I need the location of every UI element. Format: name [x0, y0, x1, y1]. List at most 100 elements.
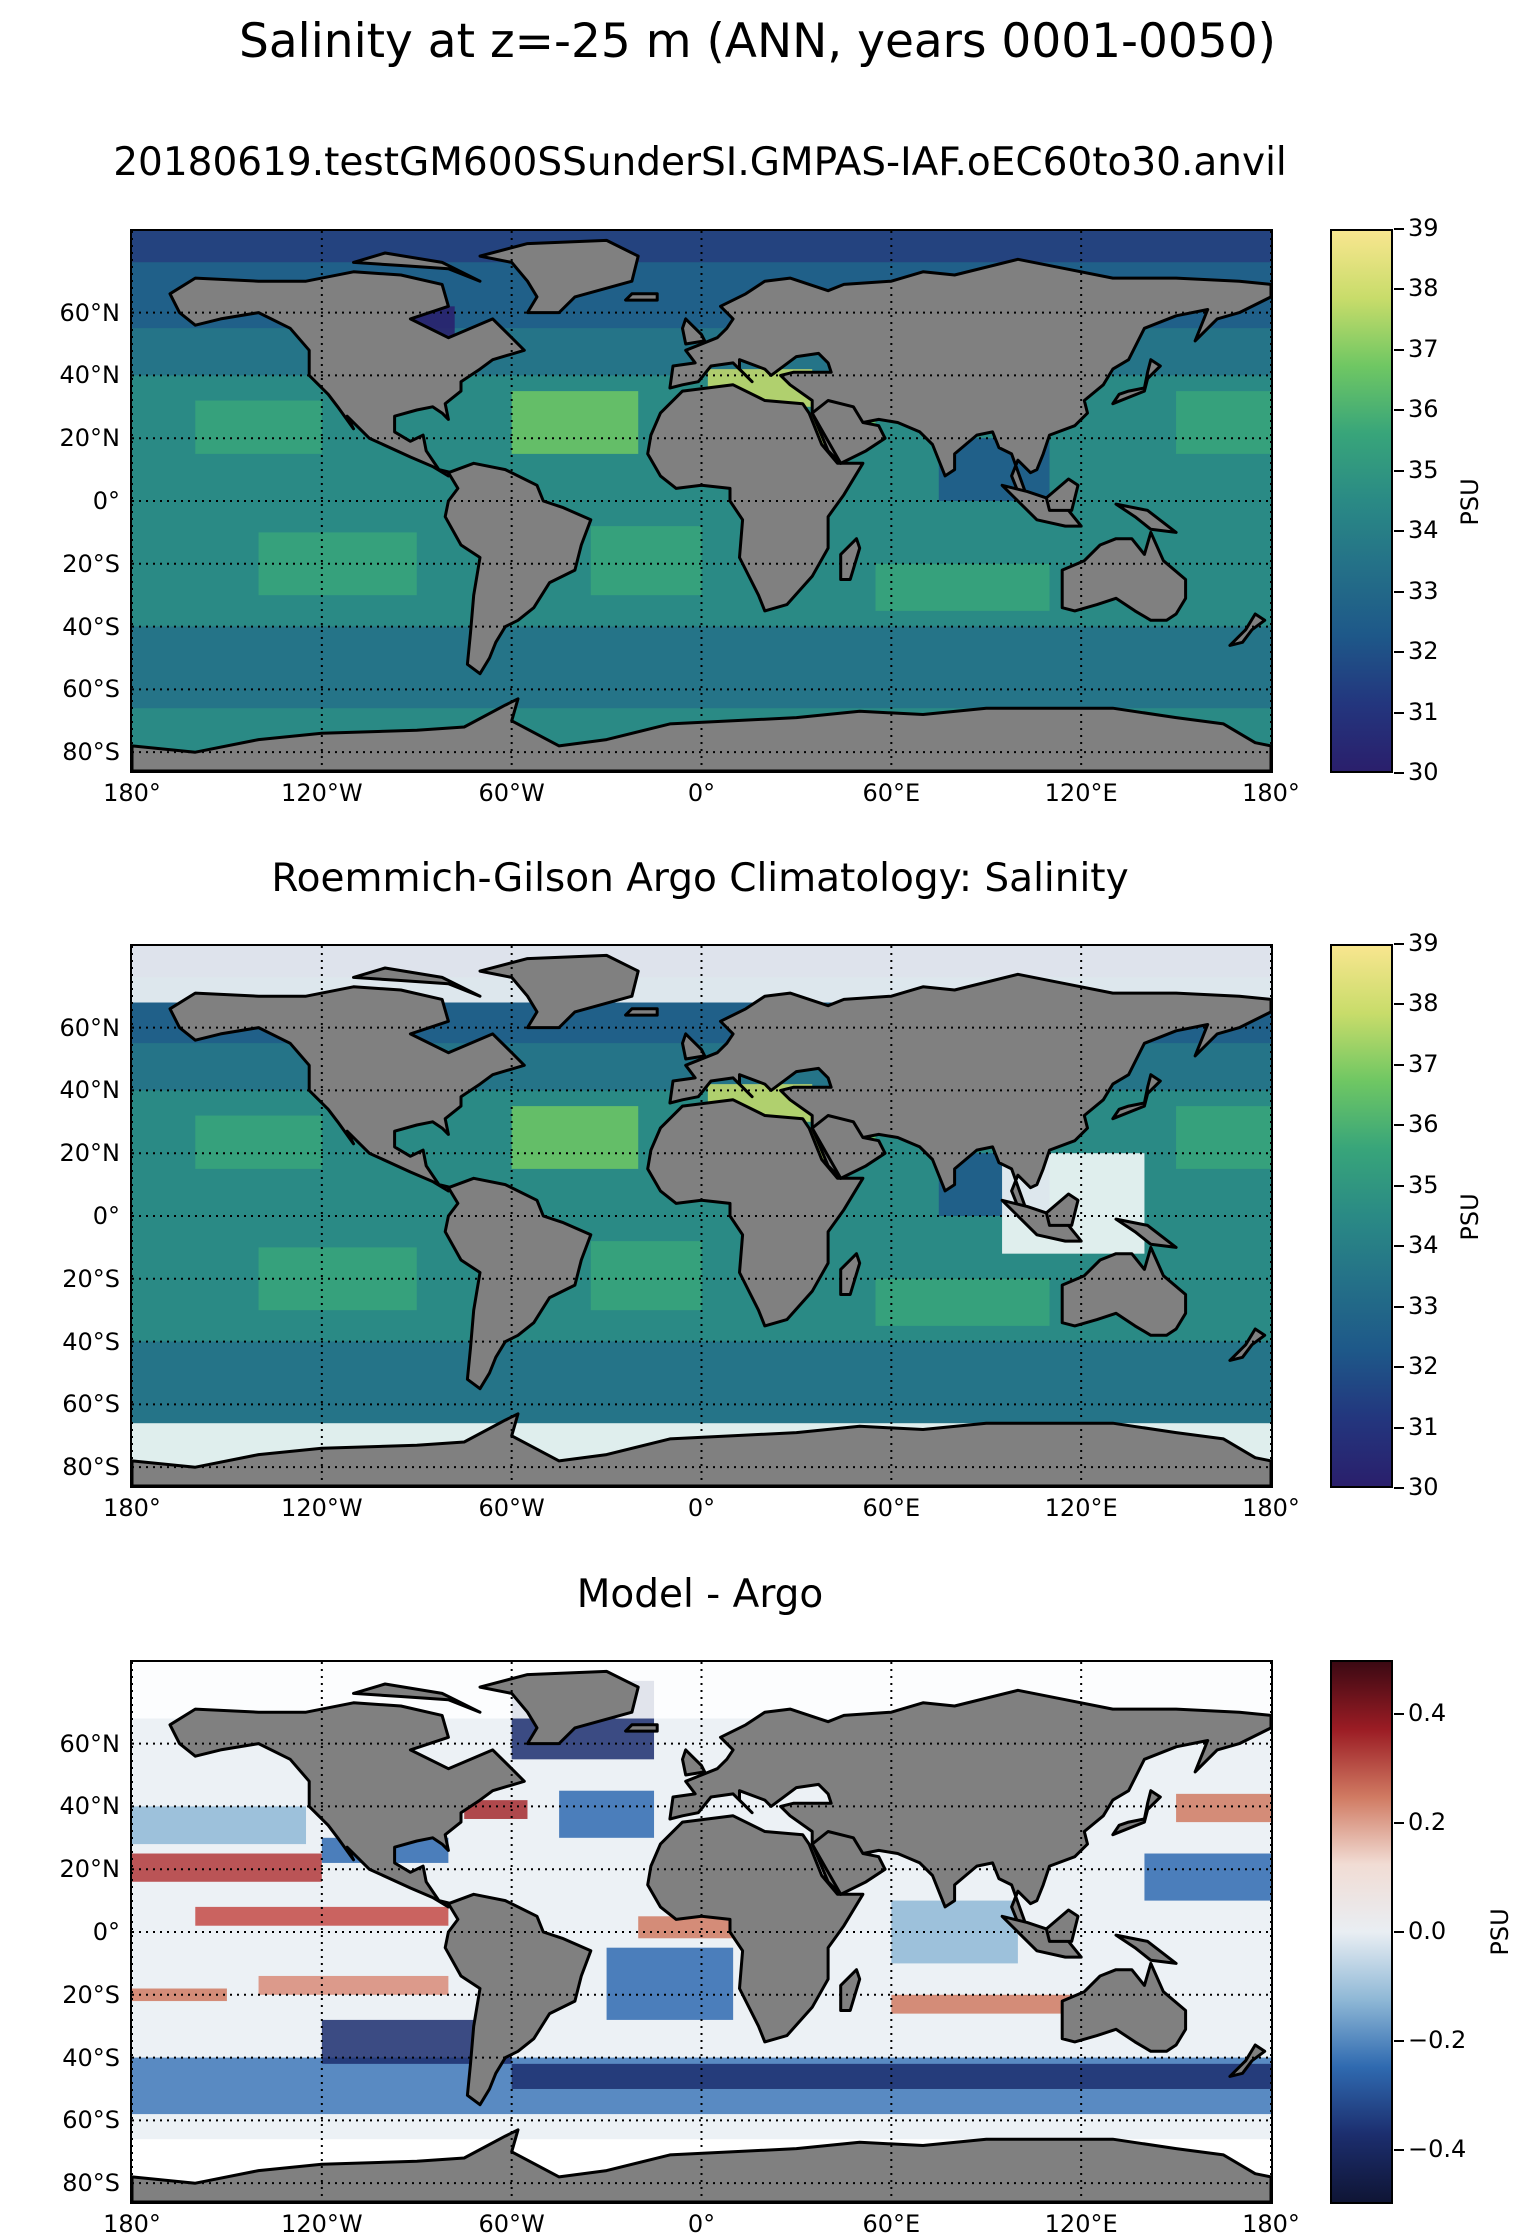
lon-tick-label: 60°E — [862, 2210, 921, 2238]
lat-tick-label: 60°N — [59, 298, 121, 327]
lat-tick-label: 20°S — [62, 549, 120, 578]
lon-tick-label: 60°E — [862, 779, 921, 807]
ocean-field-6 — [511, 391, 639, 454]
colorbar-tick-label: 39 — [1394, 214, 1439, 242]
ocean-field-8 — [875, 1278, 1050, 1326]
lon-tick-label: 120°W — [281, 779, 363, 807]
colorbar-tick-label: 32 — [1394, 1352, 1439, 1381]
lat-tick-label: 80°S — [62, 1453, 120, 1482]
colorbar-tick-label: 35 — [1394, 455, 1439, 484]
land-iceland — [624, 1723, 659, 1733]
colorbar-tick-label: 37 — [1394, 1049, 1439, 1078]
land-north-america — [168, 1701, 526, 1909]
colorbar-tick-label: 33 — [1394, 1291, 1439, 1320]
colorbar-tick-label: 39 — [1394, 929, 1439, 957]
lat-tick-label: 20°N — [59, 1855, 121, 1884]
land-iceland — [624, 292, 659, 302]
land-new-guinea — [1114, 1217, 1178, 1249]
land-new-guinea — [1114, 1933, 1178, 1965]
ocean-field-8 — [875, 563, 1050, 611]
ocean-field-15 — [1176, 1793, 1271, 1823]
lon-tick-label: 180° — [1242, 2210, 1300, 2238]
ocean-field-5 — [195, 1906, 449, 1926]
lon-tick-label: 180° — [103, 2210, 161, 2238]
lon-tick-label: 0° — [687, 2210, 716, 2238]
ocean-field-9 — [559, 1790, 655, 1838]
colorbar-tick-label: −0.2 — [1393, 2025, 1467, 2054]
lat-tick-label: 40°S — [62, 612, 120, 641]
lon-tick-label: 0° — [687, 779, 716, 807]
map-model — [130, 229, 1273, 773]
panel-title-diff: Model - Argo — [576, 1572, 824, 1617]
colorbar-label-diff: PSU — [1486, 1908, 1514, 1956]
land-australia — [1060, 530, 1188, 622]
ocean-field-13 — [606, 1947, 734, 2020]
land-iceland — [624, 1007, 659, 1017]
lon-tick-label: 60°W — [478, 1494, 545, 1522]
colorbar-tick-label: 37 — [1394, 334, 1439, 363]
land-uk — [681, 1032, 707, 1061]
lon-tick-label: 60°W — [478, 779, 545, 807]
lat-tick-label: 60°S — [62, 2106, 120, 2135]
colorbar-tick-label: 35 — [1394, 1170, 1439, 1199]
lon-tick-label: 120°W — [281, 1494, 363, 1522]
colorbar-diff — [1330, 1660, 1393, 2204]
land-borneo — [1044, 1908, 1080, 1943]
map-argo — [130, 944, 1273, 1488]
colorbar-tick-label: 0.0 — [1393, 1917, 1447, 1945]
lat-tick-label: 20°S — [62, 1264, 120, 1293]
ocean-field-4 — [195, 400, 322, 454]
lat-tick-label: 40°S — [62, 2043, 120, 2072]
land-japan — [1111, 1789, 1162, 1837]
panel-title-argo: Roemmich-Gilson Argo Climatology: Salini… — [271, 856, 1129, 901]
ocean-field-11 — [464, 1800, 528, 1819]
land-south-america — [443, 461, 593, 676]
lon-tick-label: 180° — [1242, 1494, 1300, 1522]
land-japan — [1111, 1073, 1162, 1121]
lat-tick-label: 20°S — [62, 1980, 120, 2009]
land-new-zealand — [1228, 612, 1267, 647]
colorbar-tick-label: 36 — [1394, 395, 1439, 424]
map-diff-svg — [132, 1662, 1271, 2202]
colorbar-tick-label: 32 — [1394, 637, 1439, 666]
ocean-field-5 — [258, 1247, 417, 1311]
lon-tick-label: 120°E — [1044, 2210, 1118, 2238]
colorbar-argo — [1330, 944, 1393, 1488]
land-south-america — [443, 1176, 593, 1391]
map-model-svg — [132, 231, 1271, 771]
land-hudson-islands — [352, 251, 482, 283]
land-hudson-islands — [352, 966, 482, 998]
lat-tick-label: 0° — [92, 1918, 120, 1946]
colorbar-tick-label: 36 — [1394, 1110, 1439, 1139]
colorbar-tick-label: −0.4 — [1393, 2134, 1467, 2163]
lon-tick-label: 180° — [103, 779, 161, 807]
colorbar-gradient — [1332, 1662, 1391, 2202]
lat-tick-label: 20°N — [59, 1139, 121, 1168]
lon-tick-label: 180° — [103, 1494, 161, 1522]
land-indonesia — [1000, 1914, 1083, 1959]
colorbar-gradient — [1332, 946, 1391, 1486]
land-greenland — [478, 238, 640, 315]
land-uk — [681, 317, 707, 346]
ocean-field-4 — [132, 1853, 322, 1882]
land-arabia — [810, 1830, 887, 1896]
land-north-america — [168, 270, 526, 478]
colorbar-label-argo: PSU — [1456, 1193, 1484, 1241]
land-japan — [1111, 358, 1162, 406]
lat-tick-label: 80°S — [62, 738, 120, 767]
land-madagascar — [839, 537, 862, 581]
ocean-field-18 — [132, 1988, 227, 2002]
land-madagascar — [839, 1968, 862, 2012]
colorbar-gradient — [1332, 231, 1391, 771]
ocean-field-5 — [258, 532, 417, 596]
lat-tick-label: 20°N — [59, 424, 121, 453]
lat-tick-label: 80°S — [62, 2169, 120, 2198]
land-borneo — [1044, 1192, 1080, 1227]
colorbar-tick-label: 0.2 — [1393, 1808, 1447, 1837]
colorbar-tick-label: 31 — [1394, 1412, 1439, 1441]
lat-tick-label: 40°S — [62, 1327, 120, 1356]
lat-tick-label: 40°N — [59, 361, 121, 390]
lat-tick-label: 60°S — [62, 675, 120, 704]
land-uk — [681, 1748, 707, 1777]
land-arabia — [810, 399, 887, 465]
